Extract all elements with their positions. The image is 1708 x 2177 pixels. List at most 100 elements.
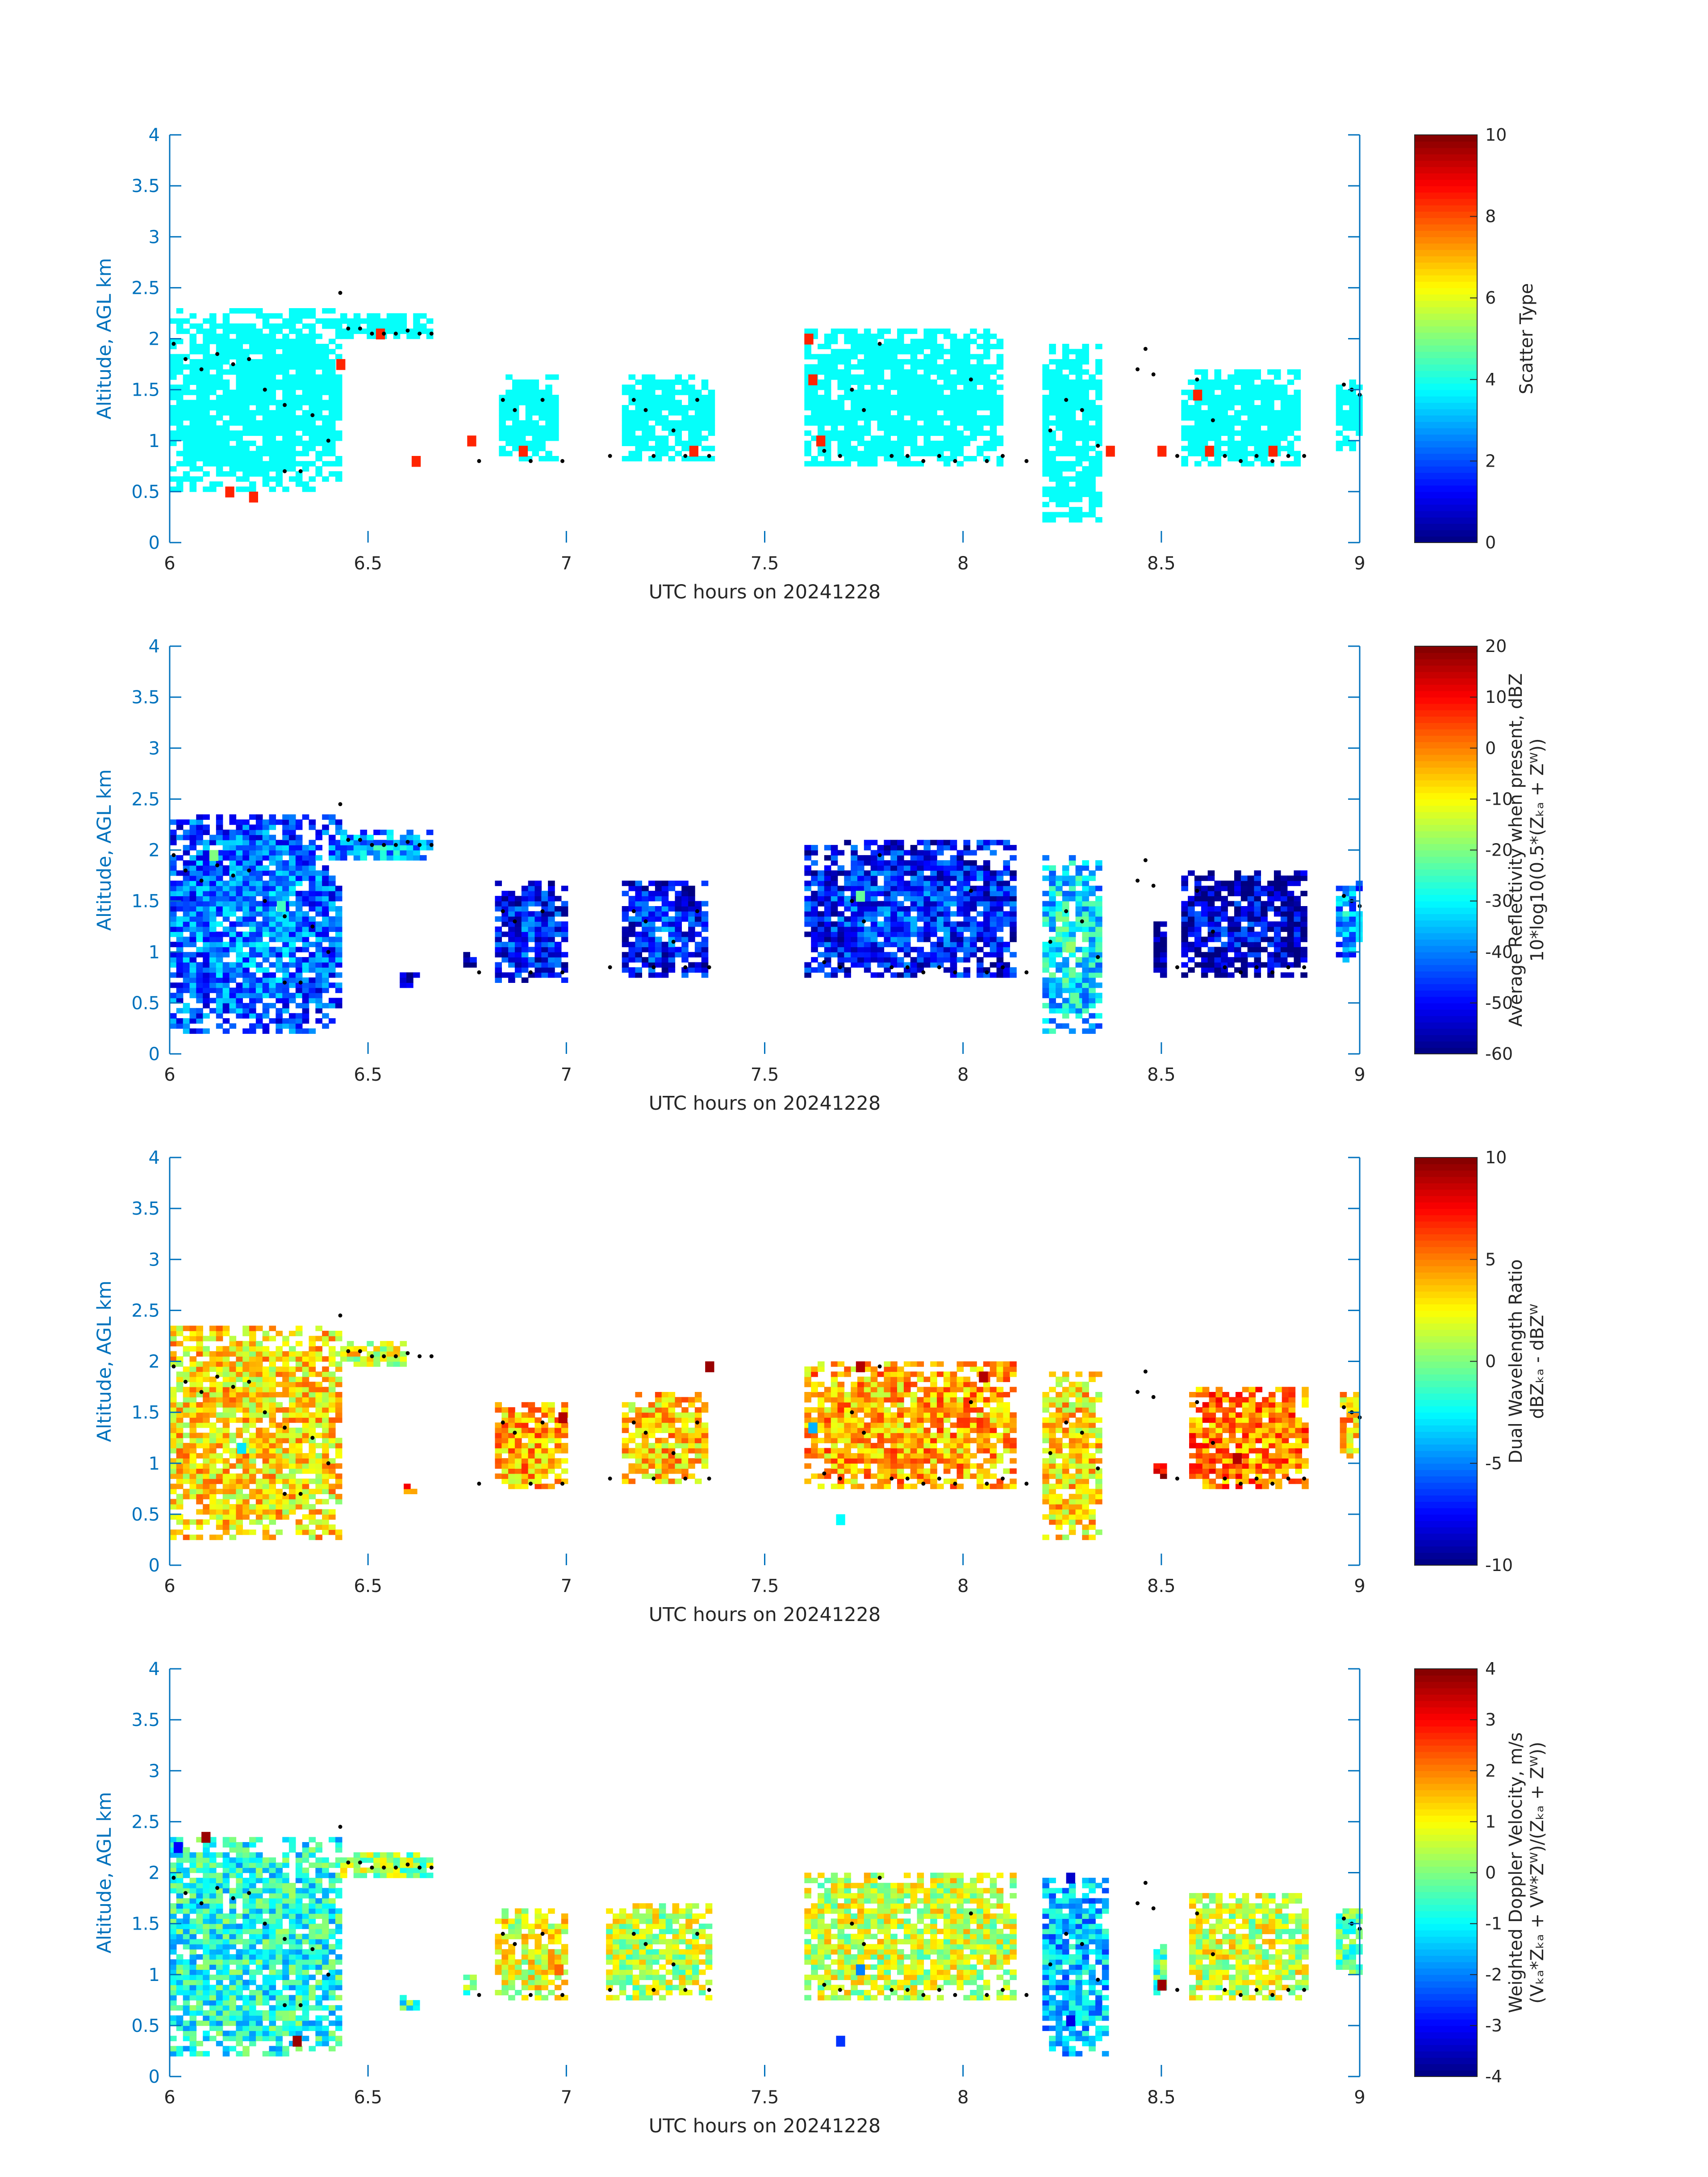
heatmap-cell [943, 890, 951, 896]
heatmap-cell [329, 819, 336, 825]
heatmap-cell [183, 860, 190, 866]
heatmap-cell [282, 1023, 289, 1029]
heatmap-cell [183, 921, 190, 927]
heatmap-cell [289, 1023, 296, 1029]
heatmap-cell [315, 901, 322, 907]
heatmap-cell [950, 870, 957, 876]
heatmap-cell [309, 881, 316, 886]
heatmap-cell [990, 881, 997, 886]
colorbar-step [1415, 485, 1477, 492]
heatmap-cell [236, 395, 243, 401]
heatmap-cell [688, 374, 695, 380]
heatmap-cell [289, 389, 296, 395]
heatmap-cell [1056, 1023, 1063, 1029]
heatmap-cell [844, 957, 851, 963]
heatmap-cell [1261, 410, 1268, 416]
heatmap-cell [249, 916, 256, 922]
heatmap-cell [897, 451, 904, 456]
heatmap-cell [1342, 395, 1350, 401]
heatmap-cell [970, 420, 977, 426]
heatmap-cell [950, 389, 957, 395]
heatmap-cell [818, 952, 825, 957]
heatmap-cell [1069, 420, 1076, 426]
heatmap-cell [1194, 430, 1202, 436]
heatmap-cell [189, 476, 197, 482]
heatmap-cell [242, 425, 250, 431]
heatmap-cell [642, 926, 649, 932]
heatmap-cell [635, 932, 642, 937]
heatmap-cell [315, 456, 322, 462]
heatmap-cell [315, 998, 322, 1003]
heatmap-cell [242, 334, 250, 339]
heatmap-cell [329, 430, 336, 436]
heatmap-cell [824, 334, 831, 339]
heatmap-cell [903, 972, 911, 978]
heatmap-cell [222, 1003, 230, 1009]
heatmap-cell [1075, 881, 1083, 886]
heatmap-cell [701, 936, 709, 942]
heatmap-cell [236, 881, 243, 886]
heatmap-cell [189, 334, 197, 339]
heatmap-cell [884, 354, 891, 359]
heatmap-cell [837, 890, 845, 896]
heatmap-cell [548, 962, 555, 968]
heatmap-cell [844, 425, 851, 431]
heatmap-cell [818, 395, 825, 401]
heatmap-cell [1336, 410, 1343, 416]
heatmap-cell [851, 850, 858, 856]
heatmap-cell [870, 932, 878, 937]
heatmap-cell [903, 870, 911, 876]
heatmap-cell [970, 384, 977, 390]
marker-point [370, 331, 374, 336]
heatmap-cell [675, 425, 682, 431]
heatmap-cell [525, 440, 533, 446]
heatmap-cell [635, 896, 642, 902]
heatmap-cell [804, 916, 811, 922]
heatmap-cell [535, 947, 542, 953]
heatmap-cell [837, 941, 845, 948]
colorbar-step [1415, 479, 1477, 486]
heatmap-cell [295, 415, 303, 421]
heatmap-cell [963, 911, 970, 917]
heatmap-cell [242, 451, 250, 456]
heatmap-cell [917, 952, 924, 957]
marker-point [850, 388, 854, 392]
heatmap-cell [681, 916, 689, 922]
heatmap-cell [910, 400, 918, 405]
heatmap-cell [302, 425, 309, 431]
heatmap-cell [1049, 982, 1056, 988]
heatmap-cell [1049, 420, 1056, 426]
heatmap-cell [315, 395, 322, 401]
heatmap-cell [289, 318, 296, 324]
heatmap-cell [189, 415, 197, 421]
heatmap-cell [229, 819, 237, 825]
heatmap-cell [236, 906, 243, 912]
heatmap-cell [329, 952, 336, 957]
heatmap-cell [996, 840, 1004, 845]
heatmap-cell [236, 338, 243, 344]
heatmap-cell [864, 932, 871, 937]
heatmap-cell [269, 338, 276, 344]
heatmap-cell [295, 947, 303, 953]
heatmap-cell [236, 415, 243, 421]
heatmap-cell [189, 440, 197, 446]
heatmap-cell [236, 343, 243, 350]
colorbar-step [1415, 141, 1477, 148]
heatmap-cell [622, 911, 629, 917]
heatmap-cell [1089, 977, 1096, 983]
heatmap-cell [1234, 451, 1241, 456]
heatmap-cell [1069, 369, 1076, 375]
heatmap-cell [1056, 425, 1063, 431]
heatmap-cell [655, 405, 662, 411]
heatmap-cell [295, 916, 303, 922]
heatmap-cell [910, 379, 918, 385]
heatmap-cell [983, 420, 990, 426]
heatmap-cell [276, 916, 283, 922]
heatmap-cell [963, 921, 970, 927]
heatmap-cell [203, 982, 210, 988]
heatmap-cell [661, 415, 669, 421]
heatmap-cell [917, 338, 924, 344]
heatmap-cell [329, 415, 336, 421]
heatmap-cell [295, 384, 303, 390]
heatmap-cell [884, 446, 891, 451]
